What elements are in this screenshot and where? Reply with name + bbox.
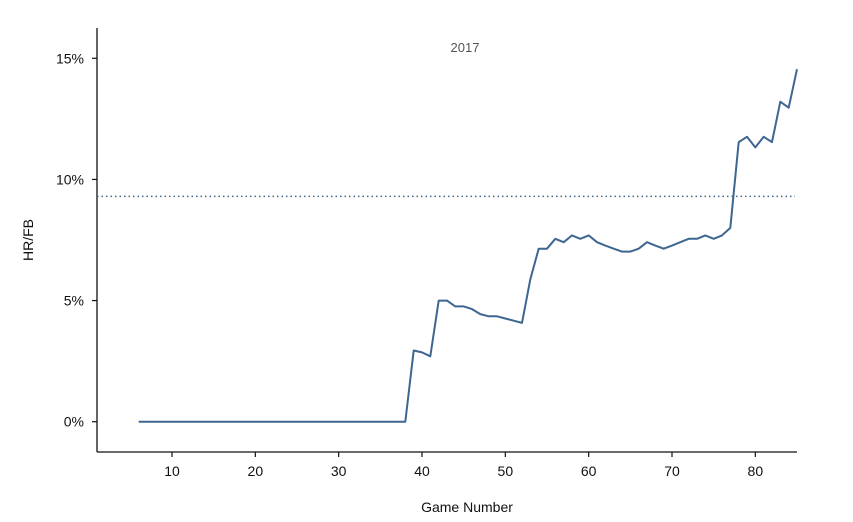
series-line-hr-fb bbox=[138, 68, 798, 423]
x-tick-label: 80 bbox=[748, 463, 764, 479]
y-ticks: 0% 5% 10% 15% bbox=[56, 50, 97, 430]
season-annotation: 2017 bbox=[451, 40, 480, 55]
y-tick-label: 10% bbox=[56, 171, 84, 187]
y-axis-label: HR/FB bbox=[20, 219, 36, 261]
x-tick-label: 70 bbox=[664, 463, 680, 479]
x-tick-label: 60 bbox=[581, 463, 597, 479]
x-tick-label: 10 bbox=[164, 463, 180, 479]
x-tick-label: 40 bbox=[414, 463, 430, 479]
x-tick-label: 20 bbox=[248, 463, 264, 479]
y-tick-label: 5% bbox=[64, 293, 84, 309]
y-tick-label: 0% bbox=[64, 414, 84, 430]
y-tick-label: 15% bbox=[56, 50, 84, 66]
x-axis-label: Game Number bbox=[421, 499, 513, 515]
x-ticks: 10 20 30 40 50 60 70 80 bbox=[164, 452, 763, 479]
x-tick-label: 30 bbox=[331, 463, 347, 479]
x-tick-label: 50 bbox=[498, 463, 514, 479]
axes-layer bbox=[96, 28, 797, 453]
